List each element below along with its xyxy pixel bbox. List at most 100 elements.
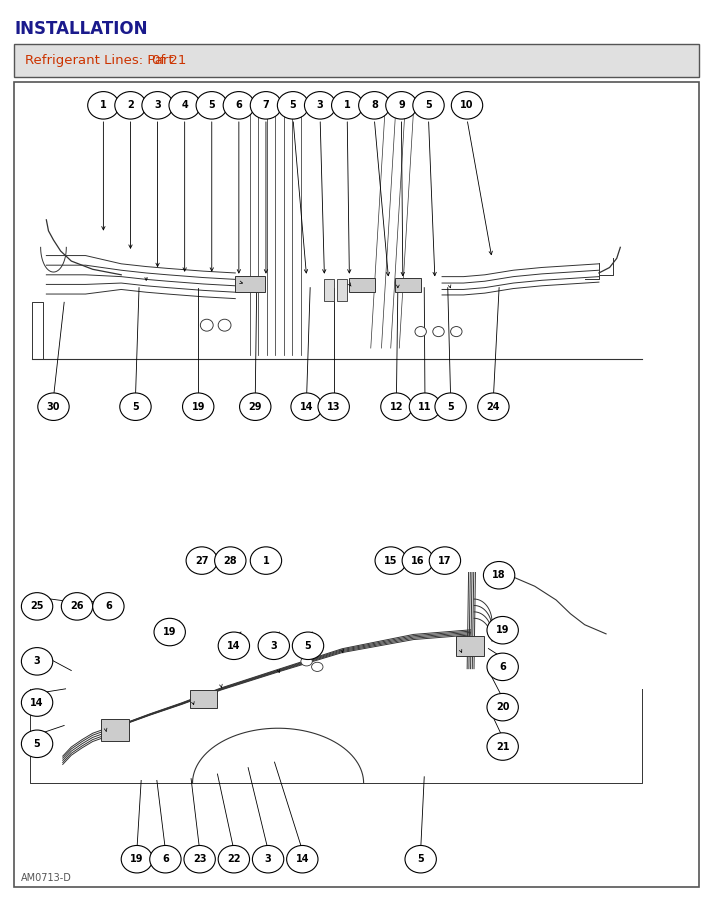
Ellipse shape xyxy=(200,320,213,331)
Ellipse shape xyxy=(402,547,434,574)
Text: INSTALLATION: INSTALLATION xyxy=(14,20,148,38)
Ellipse shape xyxy=(375,547,406,574)
Text: 2: 2 xyxy=(127,101,134,110)
Text: 10: 10 xyxy=(461,101,473,110)
FancyBboxPatch shape xyxy=(14,44,699,77)
Ellipse shape xyxy=(409,393,441,420)
Ellipse shape xyxy=(451,327,462,337)
Text: 13: 13 xyxy=(327,402,340,411)
Ellipse shape xyxy=(318,393,349,420)
Text: 6: 6 xyxy=(162,855,169,864)
FancyBboxPatch shape xyxy=(235,276,265,292)
Text: 26: 26 xyxy=(71,602,83,611)
Ellipse shape xyxy=(413,92,444,119)
Text: 5: 5 xyxy=(304,641,312,650)
Ellipse shape xyxy=(487,733,518,760)
Ellipse shape xyxy=(250,547,282,574)
Text: 14: 14 xyxy=(227,641,240,650)
Ellipse shape xyxy=(223,92,255,119)
Text: 16: 16 xyxy=(411,556,424,565)
Ellipse shape xyxy=(252,845,284,873)
Text: 23: 23 xyxy=(193,855,206,864)
Ellipse shape xyxy=(332,92,363,119)
Ellipse shape xyxy=(120,393,151,420)
Text: 25: 25 xyxy=(31,602,43,611)
Text: 6: 6 xyxy=(235,101,242,110)
Ellipse shape xyxy=(61,593,93,620)
Ellipse shape xyxy=(433,327,444,337)
FancyBboxPatch shape xyxy=(101,719,129,741)
Text: 14: 14 xyxy=(300,402,313,411)
Ellipse shape xyxy=(115,92,146,119)
Ellipse shape xyxy=(250,92,282,119)
Text: 5: 5 xyxy=(447,402,454,411)
Text: 5: 5 xyxy=(289,101,297,110)
Text: 28: 28 xyxy=(223,556,237,565)
Ellipse shape xyxy=(287,845,318,873)
Ellipse shape xyxy=(142,92,173,119)
Ellipse shape xyxy=(359,92,390,119)
Text: 5: 5 xyxy=(425,101,432,110)
Text: 19: 19 xyxy=(496,626,509,635)
Text: 19: 19 xyxy=(163,627,176,637)
Text: 3: 3 xyxy=(34,657,41,666)
Ellipse shape xyxy=(154,618,185,646)
Text: 4: 4 xyxy=(181,101,188,110)
Text: 3: 3 xyxy=(270,641,277,650)
FancyBboxPatch shape xyxy=(395,278,421,292)
Text: 5: 5 xyxy=(417,855,424,864)
Ellipse shape xyxy=(169,92,200,119)
Ellipse shape xyxy=(218,845,250,873)
Ellipse shape xyxy=(21,730,53,758)
Text: 9: 9 xyxy=(398,101,405,110)
Ellipse shape xyxy=(304,92,336,119)
Ellipse shape xyxy=(487,616,518,644)
Ellipse shape xyxy=(386,92,417,119)
Text: 18: 18 xyxy=(492,571,506,580)
Ellipse shape xyxy=(292,632,324,660)
Ellipse shape xyxy=(218,632,250,660)
Text: 1: 1 xyxy=(344,101,351,110)
Text: 17: 17 xyxy=(438,556,451,565)
Ellipse shape xyxy=(88,92,119,119)
Ellipse shape xyxy=(258,632,289,660)
Ellipse shape xyxy=(21,689,53,716)
Text: Refrigerant Lines: Part 1: Refrigerant Lines: Part 1 xyxy=(25,54,190,67)
Text: 20: 20 xyxy=(496,703,509,712)
Ellipse shape xyxy=(186,547,217,574)
FancyBboxPatch shape xyxy=(190,690,217,708)
Text: 5: 5 xyxy=(34,739,41,748)
Ellipse shape xyxy=(121,845,153,873)
Ellipse shape xyxy=(301,657,312,666)
Ellipse shape xyxy=(150,845,181,873)
Ellipse shape xyxy=(478,393,509,420)
Text: 1: 1 xyxy=(262,556,270,565)
Ellipse shape xyxy=(240,393,271,420)
Text: 14: 14 xyxy=(296,855,309,864)
Ellipse shape xyxy=(38,393,69,420)
Ellipse shape xyxy=(487,653,518,681)
FancyBboxPatch shape xyxy=(14,82,699,887)
FancyBboxPatch shape xyxy=(349,278,375,292)
Text: 3: 3 xyxy=(154,101,161,110)
Text: 22: 22 xyxy=(227,855,240,864)
Ellipse shape xyxy=(218,320,231,331)
Ellipse shape xyxy=(183,393,214,420)
Text: 24: 24 xyxy=(487,402,500,411)
Ellipse shape xyxy=(215,547,246,574)
Text: 8: 8 xyxy=(371,101,378,110)
Text: 19: 19 xyxy=(130,855,143,864)
Text: 21: 21 xyxy=(496,742,509,751)
Ellipse shape xyxy=(93,593,124,620)
Ellipse shape xyxy=(483,562,515,589)
Ellipse shape xyxy=(415,327,426,337)
Text: 27: 27 xyxy=(195,556,208,565)
Ellipse shape xyxy=(487,693,518,721)
Text: 11: 11 xyxy=(419,402,431,411)
Ellipse shape xyxy=(429,547,461,574)
FancyBboxPatch shape xyxy=(337,279,347,301)
Text: 6: 6 xyxy=(105,602,112,611)
Text: 15: 15 xyxy=(384,556,397,565)
Text: 30: 30 xyxy=(47,402,60,411)
Text: 3: 3 xyxy=(265,855,272,864)
